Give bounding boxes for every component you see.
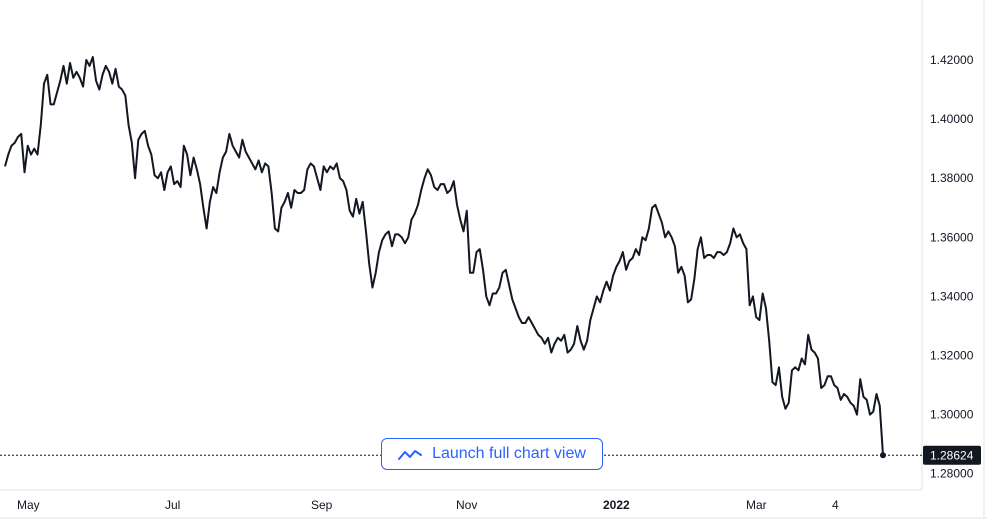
price-tick-label: 1.28000 (930, 467, 974, 481)
trend-line-icon (398, 450, 423, 460)
time-tick-label: 2022 (603, 498, 630, 512)
launch-full-chart-label: Launch full chart view (432, 445, 586, 462)
time-tick-label: Nov (456, 498, 477, 512)
price-tick-label: 1.32000 (930, 349, 974, 363)
price-tick-label: 1.30000 (930, 408, 974, 422)
launch-full-chart-button[interactable]: Launch full chart view (381, 438, 603, 470)
last-price-label: 1.28624 (930, 448, 974, 462)
price-tick-label: 1.38000 (930, 171, 974, 185)
plot-area (0, 0, 922, 490)
price-tick-label: 1.34000 (930, 289, 974, 303)
price-tick-label: 1.42000 (930, 53, 974, 67)
price-series-line (4, 56, 884, 456)
time-tick-label: Mar (746, 498, 767, 512)
price-tick-label: 1.36000 (930, 230, 974, 244)
time-tick-label: 4 (832, 498, 839, 512)
price-tick-label: 1.40000 (930, 112, 974, 126)
time-tick-label: Sep (311, 498, 333, 512)
last-price-badge: 1.28624 (923, 445, 981, 465)
price-axis: 1.42000 1.40000 1.38000 1.36000 1.34000 1.320… (930, 53, 974, 481)
time-tick-label: Jul (165, 498, 180, 512)
time-tick-label: May (17, 498, 40, 512)
last-price-dot (880, 452, 886, 459)
time-axis: May Jul Sep Nov 2022 Mar 4 (17, 498, 839, 512)
